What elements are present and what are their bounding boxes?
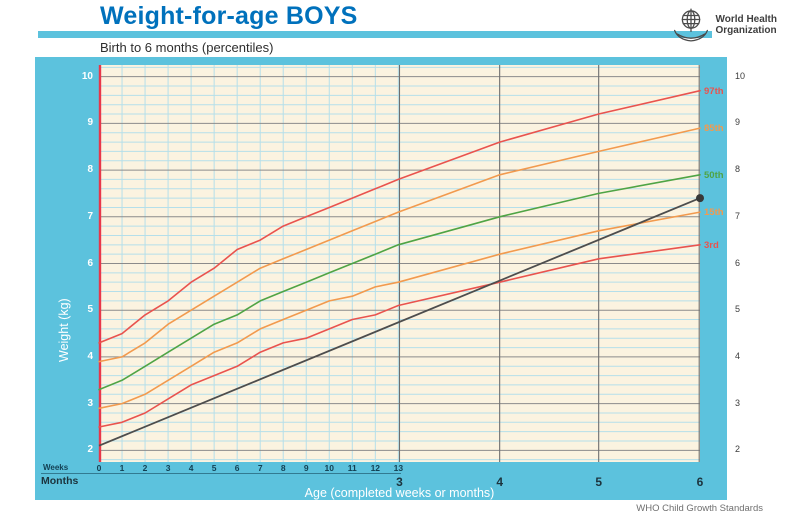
page-subtitle: Birth to 6 months (percentiles) bbox=[100, 40, 274, 55]
percentile-label-3rd: 3rd bbox=[704, 239, 719, 251]
x-axis-title: Age (completed weeks or months) bbox=[304, 486, 495, 500]
week-tick-2: 2 bbox=[142, 463, 148, 473]
weeks-divider-line bbox=[41, 473, 401, 474]
y-tick-left-2: 2 bbox=[87, 444, 93, 456]
week-tick-13: 13 bbox=[393, 463, 404, 473]
credit-text: WHO Child Growth Standards bbox=[636, 503, 763, 514]
week-tick-0: 0 bbox=[96, 463, 102, 473]
week-tick-1: 1 bbox=[119, 463, 125, 473]
week-tick-7: 7 bbox=[257, 463, 263, 473]
measurement-point bbox=[696, 194, 704, 203]
who-logo: World Health Organization bbox=[671, 6, 777, 44]
months-axis-label: Months bbox=[41, 475, 79, 487]
y-tick-left-6: 6 bbox=[87, 257, 93, 269]
y-tick-right-9: 9 bbox=[735, 117, 741, 128]
week-tick-12: 12 bbox=[370, 463, 381, 473]
percentile-label-50th: 50th bbox=[704, 169, 724, 181]
y-tick-right-2: 2 bbox=[735, 444, 741, 455]
child-measurement-line bbox=[98, 197, 701, 447]
y-tick-right-6: 6 bbox=[735, 257, 741, 268]
y-tick-right-3: 3 bbox=[735, 397, 741, 408]
percentile-curve-97th bbox=[98, 89, 701, 344]
percentile-curve-50th bbox=[98, 174, 701, 391]
percentile-label-97th: 97th bbox=[704, 85, 724, 97]
who-logo-line1: World Health bbox=[715, 14, 777, 25]
page-title: Weight-for-age BOYS bbox=[100, 2, 358, 30]
percentile-label-15th: 15th bbox=[704, 207, 724, 219]
week-tick-8: 8 bbox=[280, 463, 286, 473]
week-tick-3: 3 bbox=[165, 463, 171, 473]
month-tick-5: 5 bbox=[595, 475, 603, 489]
y-tick-left-7: 7 bbox=[87, 210, 93, 222]
title-divider-bar bbox=[38, 31, 712, 38]
y-tick-left-8: 8 bbox=[87, 164, 93, 176]
percentile-curve-15th bbox=[98, 211, 701, 410]
who-logo-text: World Health Organization bbox=[716, 14, 777, 36]
month-tick-6: 6 bbox=[696, 475, 704, 489]
y-tick-right-5: 5 bbox=[735, 304, 741, 315]
month-tick-4: 4 bbox=[496, 475, 503, 489]
who-logo-line2: Organization bbox=[715, 25, 777, 36]
y-tick-left-4: 4 bbox=[87, 350, 93, 362]
week-tick-11: 11 bbox=[347, 463, 357, 473]
plot-area bbox=[98, 65, 704, 462]
y-tick-right-7: 7 bbox=[735, 210, 741, 221]
y-tick-right-8: 8 bbox=[735, 164, 741, 175]
week-tick-5: 5 bbox=[211, 463, 217, 473]
week-tick-6: 6 bbox=[234, 463, 240, 473]
percentile-curve-85th bbox=[98, 127, 701, 363]
y-tick-right-10: 10 bbox=[735, 70, 746, 81]
chart-frame: Weight (kg) Weeks Months Age (completed … bbox=[35, 57, 745, 500]
week-tick-4: 4 bbox=[188, 463, 194, 473]
percentile-label-85th: 85th bbox=[704, 123, 724, 135]
y-tick-left-5: 5 bbox=[87, 304, 93, 316]
weeks-axis-label: Weeks bbox=[43, 463, 69, 472]
y-tick-left-3: 3 bbox=[87, 397, 93, 409]
week-tick-9: 9 bbox=[303, 463, 309, 473]
percentile-curve-3rd bbox=[98, 244, 701, 428]
y-tick-left-10: 10 bbox=[81, 70, 93, 82]
month-tick-3: 3 bbox=[396, 475, 403, 489]
who-emblem-icon bbox=[673, 8, 708, 42]
y-tick-left-9: 9 bbox=[87, 117, 93, 129]
growth-chart-plot bbox=[98, 65, 704, 462]
week-tick-10: 10 bbox=[324, 463, 334, 473]
y-tick-right-4: 4 bbox=[735, 350, 741, 361]
